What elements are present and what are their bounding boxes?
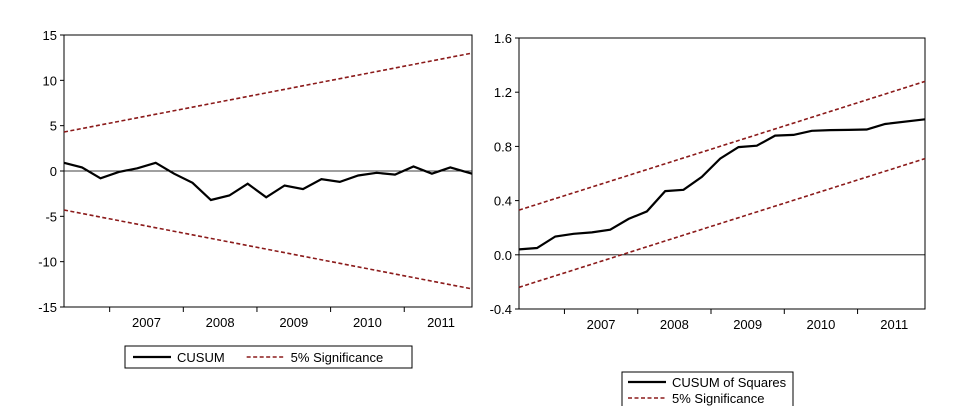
y-tick-label: 0.0 bbox=[494, 248, 512, 263]
y-tick-label: 0.8 bbox=[494, 139, 512, 154]
y-tick-label: -0.4 bbox=[490, 302, 512, 317]
legend-label: CUSUM bbox=[177, 350, 225, 365]
legend-label: CUSUM of Squares bbox=[672, 375, 787, 390]
x-tick-label: 2011 bbox=[427, 315, 455, 330]
y-tick-label: -10 bbox=[38, 255, 57, 270]
x-tick-label: 2010 bbox=[353, 315, 382, 330]
x-tick-label: 2010 bbox=[806, 317, 835, 332]
y-tick-label: -5 bbox=[45, 209, 57, 224]
y-tick-label: 0 bbox=[50, 164, 57, 179]
legend-box bbox=[621, 371, 794, 408]
x-tick-label: 2008 bbox=[660, 317, 689, 332]
legend-label: 5% Significance bbox=[291, 350, 384, 365]
y-tick-label: 10 bbox=[43, 73, 57, 88]
y-tick-label: 5 bbox=[50, 119, 57, 134]
series-line-significance-2 bbox=[63, 209, 473, 290]
x-tick-label: 2011 bbox=[880, 317, 908, 332]
chart-2: 1.6 1.2 0.8 0.4 0.0 -0.4 2007 2008 2009 2010 2011 C… bbox=[490, 31, 926, 408]
x-tick-label: 2008 bbox=[206, 315, 235, 330]
x-tick-label: 2009 bbox=[733, 317, 762, 332]
series-line-main bbox=[63, 161, 473, 202]
x-tick-label: 2007 bbox=[587, 317, 616, 332]
y-tick-label: 0.4 bbox=[494, 194, 512, 209]
series-line-main bbox=[518, 118, 926, 251]
series-line-significance-1 bbox=[518, 80, 926, 211]
y-tick-label: 15 bbox=[43, 28, 57, 43]
y-tick-label: 1.2 bbox=[494, 85, 512, 100]
legend-label: 5% Significance bbox=[672, 391, 765, 406]
plot-frame bbox=[518, 37, 926, 310]
x-tick-label: 2009 bbox=[279, 315, 308, 330]
chart-1: 15 10 5 0 -5 -10 -15 2007 2008 2009 2010 2011 CUSUM 5… bbox=[38, 28, 473, 369]
y-tick-label: -15 bbox=[38, 300, 57, 315]
y-tick-label: 1.6 bbox=[494, 31, 512, 46]
x-tick-label: 2007 bbox=[132, 315, 161, 330]
legend: CUSUM 5% Significance bbox=[124, 345, 413, 369]
series-line-significance-1 bbox=[63, 52, 473, 133]
series-line-significance-2 bbox=[518, 157, 926, 289]
